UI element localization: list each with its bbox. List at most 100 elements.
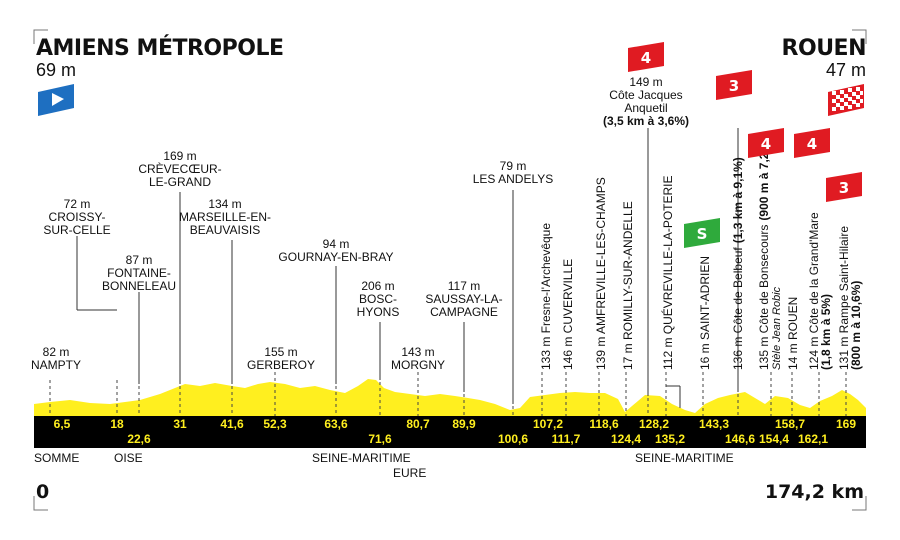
- svg-text:4: 4: [641, 49, 651, 67]
- loc-name: GERBEROY: [247, 358, 315, 372]
- loc-name: SUR-CELLE: [43, 223, 110, 237]
- loc-name: BOSC-: [359, 292, 397, 306]
- km-label: 41,6: [220, 417, 244, 431]
- vloc: 139 m AMFREVILLE-LES-CHAMPS: [594, 177, 608, 370]
- svg-text:Anquetil: Anquetil: [624, 101, 667, 115]
- loc-name: FONTAINE-: [107, 266, 171, 280]
- km-label: 154,4: [759, 432, 789, 446]
- distance-band: [34, 416, 866, 448]
- loc-name: BEAUVAISIS: [190, 223, 260, 237]
- km-label: 22,6: [127, 432, 151, 446]
- svg-text:3: 3: [729, 77, 739, 95]
- svg-text:Côte Jacques: Côte Jacques: [609, 88, 682, 102]
- vloc-sub: Stèle Jean Robic: [771, 286, 783, 370]
- loc-name: MARSEILLE-EN-: [179, 210, 271, 224]
- km-label: 143,3: [699, 417, 729, 431]
- loc-name: LES ANDELYS: [473, 172, 553, 186]
- vloc: 16 m SAINT-ADRIEN: [698, 256, 712, 370]
- location-labels: 82 m NAMPTY 72 m CROISSY- SUR-CELLE 87 m…: [31, 149, 553, 372]
- finish-flag-icon: [828, 84, 864, 116]
- start-flag-icon: [38, 84, 74, 116]
- region-label: SOMME: [34, 451, 80, 465]
- loc-name: HYONS: [357, 305, 400, 319]
- loc-alt: 117 m: [448, 279, 480, 293]
- sprint-icon: S: [684, 218, 720, 248]
- loc-name: CRÈVECŒUR-: [138, 161, 221, 176]
- finish-altitude: 47 m: [825, 60, 866, 80]
- cat3-climb-icon: 3: [826, 172, 862, 202]
- svg-text:4: 4: [807, 135, 817, 153]
- band-km-labels: 6,5 18 22,6 31 41,6 52,3 63,6 71,6 80,7 …: [54, 417, 857, 446]
- vloc: 131 m Rampe Saint-Hilaire: [837, 226, 851, 370]
- vloc-detail: (800 m à 10,6%): [849, 281, 863, 370]
- loc-name: SAUSSAY-LA-: [425, 292, 502, 306]
- vloc: 124 m Côte de la Grand'Mare: [807, 212, 821, 370]
- frame-corners: [33, 29, 867, 511]
- km-label: 162,1: [798, 432, 828, 446]
- svg-text:3: 3: [839, 179, 849, 197]
- loc-name: GOURNAY-EN-BRAY: [278, 250, 393, 264]
- km-label: 107,2: [533, 417, 563, 431]
- loc-alt: 206 m: [361, 279, 394, 293]
- vertical-labels: 133 m Fresne-l'Archevêque 146 m CUVERVIL…: [539, 138, 863, 370]
- loc-alt: 169 m: [163, 149, 196, 163]
- svg-text:149 m: 149 m: [629, 75, 662, 89]
- svg-text:4: 4: [761, 135, 771, 153]
- loc-alt: 94 m: [323, 237, 350, 251]
- start-distance: 0: [36, 481, 50, 503]
- loc-alt: 82 m: [43, 345, 70, 359]
- loc-name: MORGNY: [391, 358, 445, 372]
- vloc: 146 m CUVERVILLE: [561, 259, 575, 370]
- km-label: 100,6: [498, 432, 528, 446]
- vloc: 136 m Côte de Belbeuf(1,3 km à 9,1%): [731, 157, 745, 370]
- vloc: 135 m Côte de Bonsecours(900 m à 7,2%): [757, 138, 771, 370]
- km-label: 169: [836, 417, 856, 431]
- loc-alt: 79 m: [500, 159, 527, 173]
- loc-name: CROISSY-: [49, 210, 106, 224]
- km-label: 111,7: [552, 432, 581, 446]
- loc-name: NAMPTY: [31, 358, 81, 372]
- loc-alt: 143 m: [401, 345, 434, 359]
- km-label: 80,7: [406, 417, 430, 431]
- cat3-climb-icon: 3: [716, 70, 752, 100]
- vloc: 133 m Fresne-l'Archevêque: [539, 223, 553, 370]
- cat4-climb-icon: 4: [794, 128, 830, 158]
- km-label: 118,6: [589, 417, 619, 431]
- leader-lines: [76, 128, 739, 408]
- climb-badges: 4 3 4 4 3 S: [628, 42, 862, 248]
- elevation-profile: [34, 379, 866, 418]
- loc-alt: 87 m: [126, 253, 153, 267]
- km-label: 52,3: [263, 417, 287, 431]
- km-label: 6,5: [54, 417, 71, 431]
- svg-text:S: S: [697, 225, 708, 243]
- km-label: 31: [173, 417, 187, 431]
- vloc: 17 m ROMILLY-SUR-ANDELLE: [621, 201, 635, 370]
- km-label: 124,4: [611, 432, 641, 446]
- vloc-detail: (1,8 km à 5%): [819, 294, 833, 370]
- km-label: 71,6: [368, 432, 392, 446]
- loc-alt: 72 m: [64, 197, 91, 211]
- total-distance: 174,2 km: [764, 481, 864, 503]
- region-label: SEINE-MARITIME: [312, 451, 411, 465]
- km-label: 18: [110, 417, 124, 431]
- anquetil-label: 149 m Côte Jacques Anquetil (3,5 km à 3,…: [603, 75, 689, 128]
- start-city-name: AMIENS MÉTROPOLE: [36, 36, 284, 61]
- km-label: 89,9: [452, 417, 476, 431]
- loc-name: BONNELEAU: [102, 279, 176, 293]
- loc-alt: 134 m: [208, 197, 241, 211]
- km-label: 128,2: [639, 417, 669, 431]
- cat4-climb-icon: 4: [748, 128, 784, 158]
- finish-city-name: ROUEN: [781, 36, 867, 61]
- loc-name: LE-GRAND: [149, 175, 211, 189]
- km-ticks: [49, 372, 847, 416]
- km-label: 135,2: [655, 432, 685, 446]
- km-label: 63,6: [324, 417, 348, 431]
- vloc: 14 m ROUEN: [786, 297, 800, 370]
- km-label: 146,6: [725, 432, 755, 446]
- svg-text:(3,5 km à 3,6%): (3,5 km à 3,6%): [603, 114, 689, 128]
- region-label: OISE: [114, 451, 143, 465]
- region-label: SEINE-MARITIME: [635, 451, 734, 465]
- region-label: EURE: [393, 466, 427, 480]
